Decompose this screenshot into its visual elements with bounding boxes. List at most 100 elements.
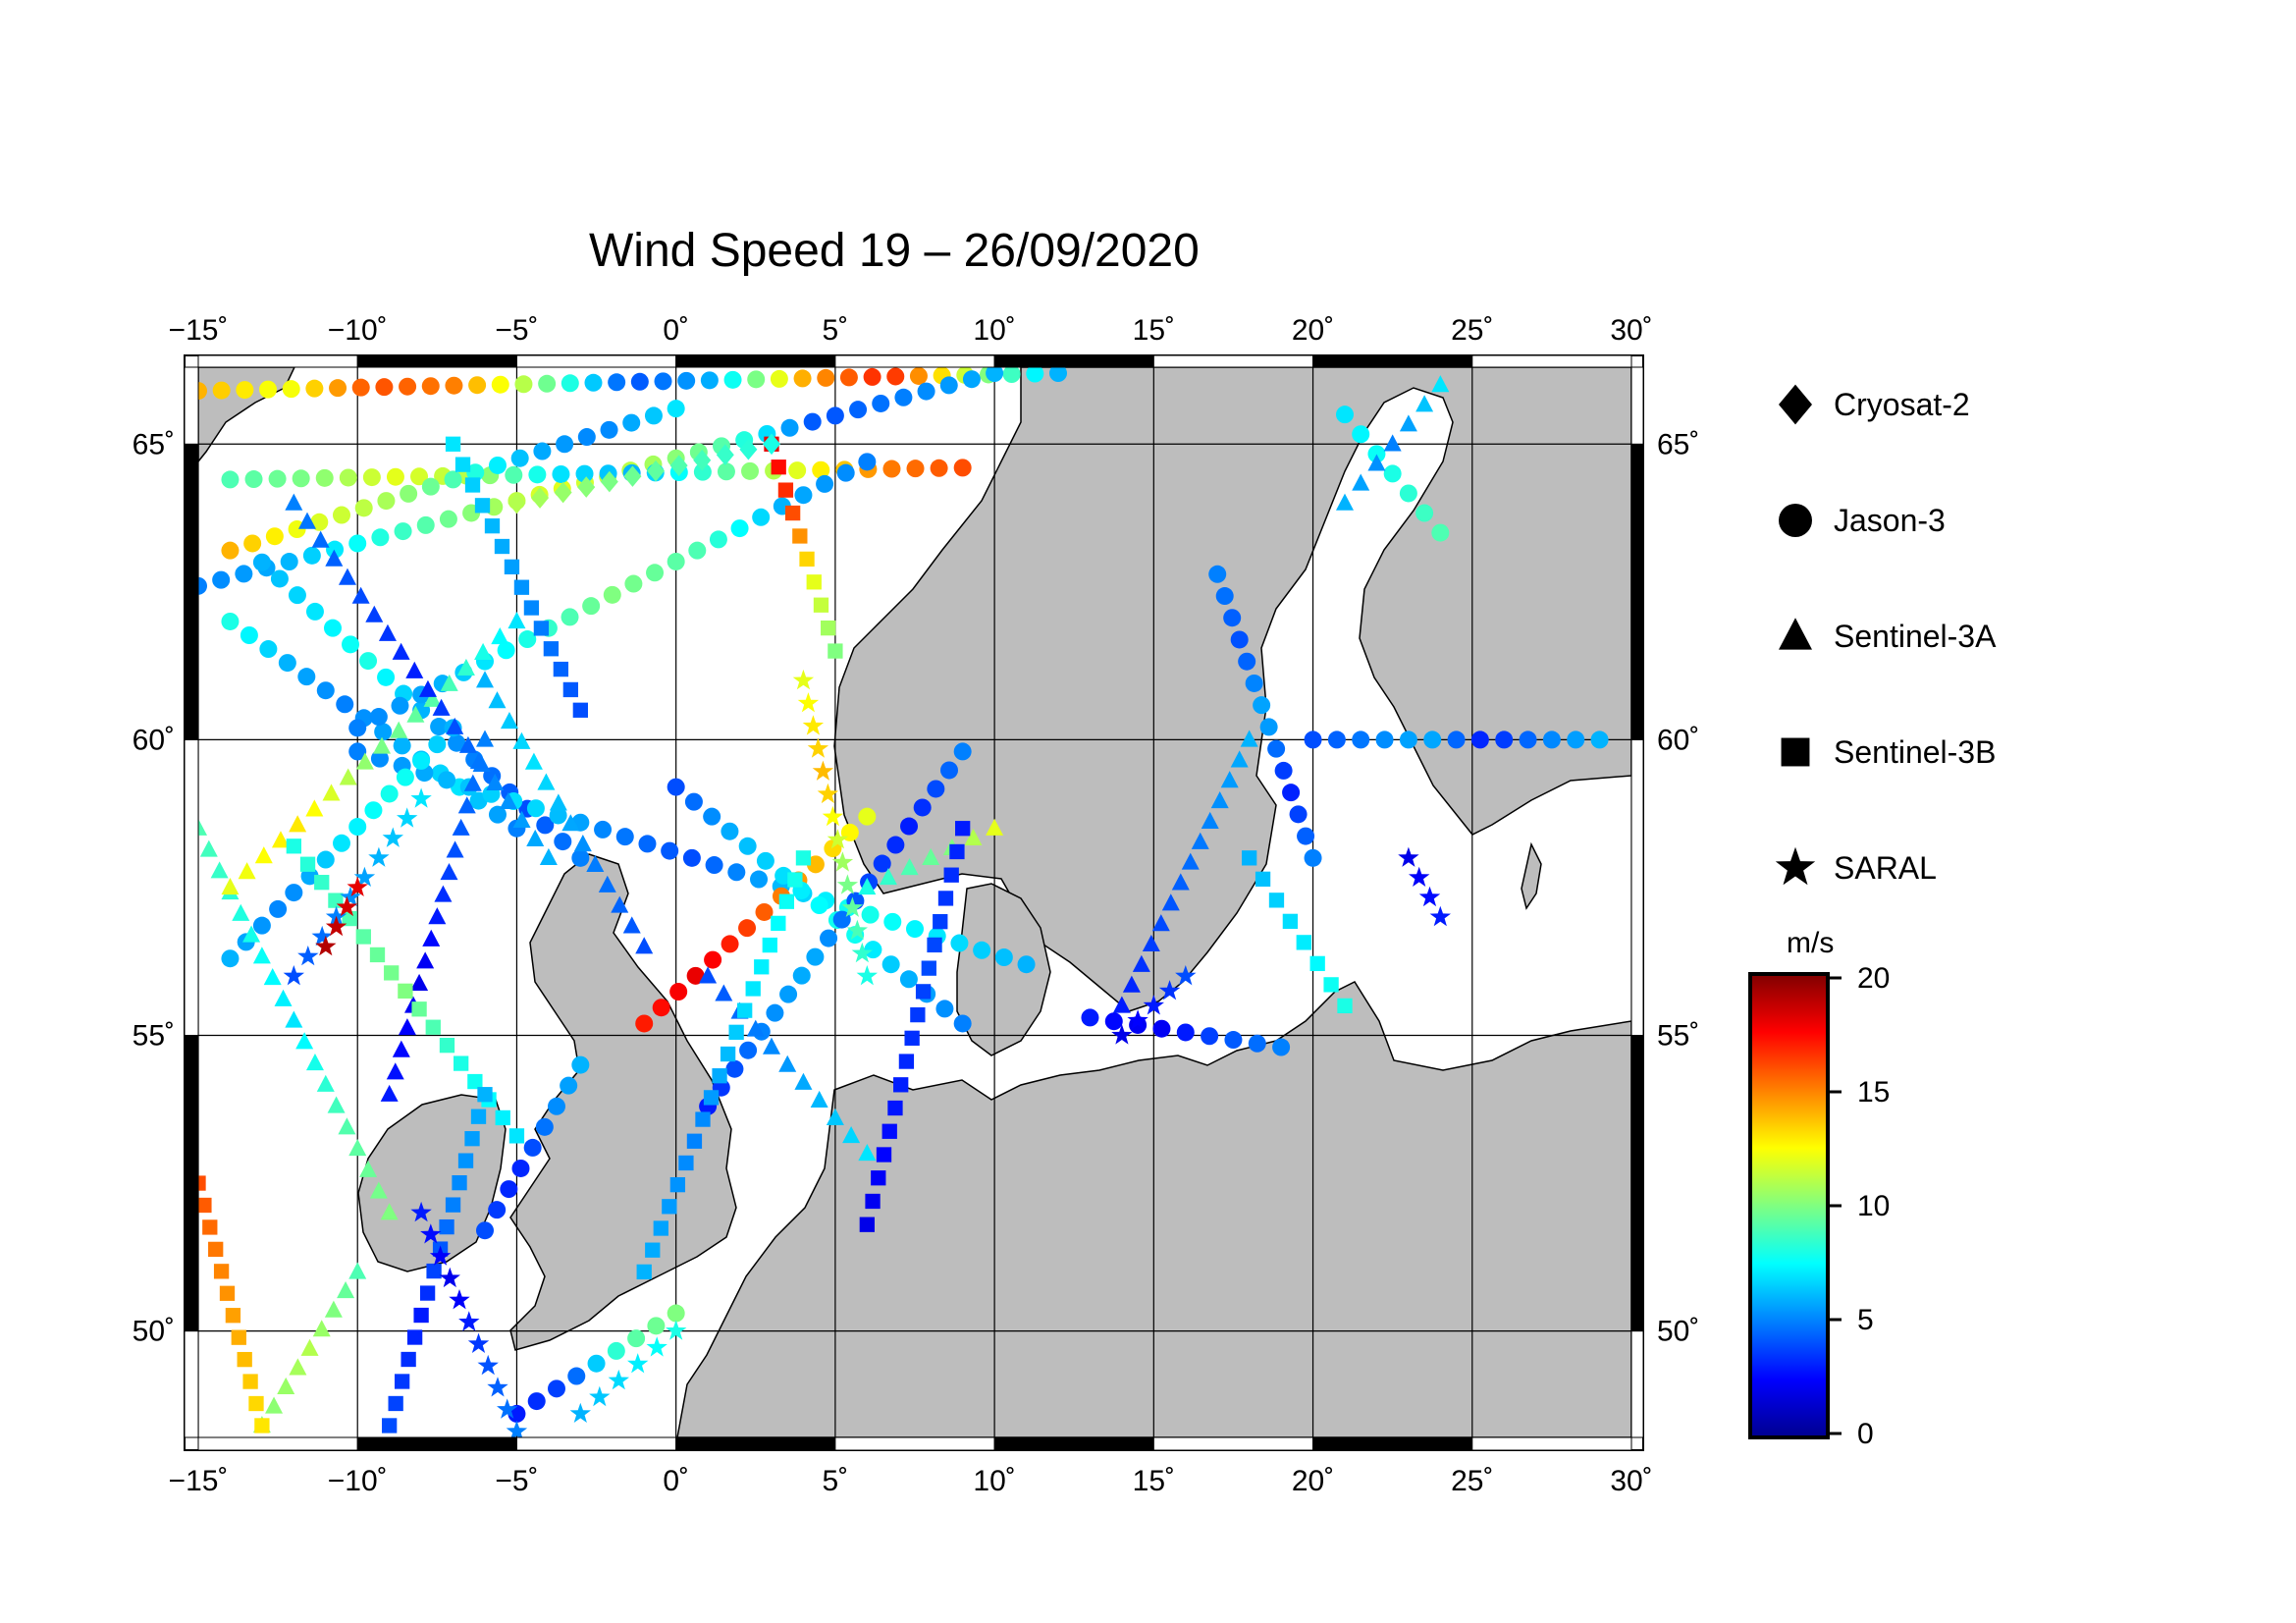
track-marker — [316, 681, 335, 700]
track-marker — [635, 937, 654, 954]
track-square — [859, 821, 971, 1232]
track-marker — [497, 641, 515, 660]
track-marker — [1337, 998, 1353, 1014]
track-marker — [467, 1073, 483, 1090]
track-marker — [812, 760, 834, 781]
track-marker — [232, 903, 250, 921]
track-marker — [368, 846, 390, 867]
track-marker — [909, 367, 928, 385]
track-marker — [252, 553, 271, 571]
track-marker — [523, 600, 540, 616]
track-marker — [1215, 587, 1234, 606]
track-marker — [518, 630, 537, 649]
track-marker — [285, 884, 303, 902]
track-marker — [730, 519, 749, 538]
track-marker — [1002, 367, 1021, 383]
track-marker — [666, 1320, 687, 1340]
track-marker — [695, 1111, 711, 1127]
track-marker — [531, 487, 550, 509]
track-marker — [1409, 866, 1430, 887]
track-marker — [807, 737, 829, 758]
border-bar-bottom — [675, 1436, 836, 1451]
track-marker — [354, 499, 373, 517]
track-marker — [669, 1176, 686, 1193]
track-marker — [434, 885, 453, 902]
lon-tick-label-bottom: 30˚ — [1610, 1465, 1652, 1497]
track-marker — [1415, 504, 1434, 522]
track-marker — [1274, 761, 1293, 780]
track-marker — [799, 551, 815, 568]
track-marker — [394, 1374, 410, 1389]
track-marker — [755, 902, 774, 921]
lon-tick-label-top: 25˚ — [1451, 314, 1493, 347]
track-marker — [244, 470, 263, 489]
track-marker — [198, 382, 207, 401]
track-marker — [212, 381, 231, 400]
colorbar-tick-label: 15 — [1857, 1076, 1890, 1109]
track-marker — [705, 856, 723, 875]
track-marker — [827, 829, 849, 849]
track-marker — [817, 783, 839, 804]
track-marker — [477, 1087, 493, 1103]
track-marker — [410, 787, 432, 808]
track-marker — [236, 381, 254, 400]
track-marker — [355, 752, 374, 770]
track-marker — [793, 369, 812, 388]
track-marker — [762, 937, 777, 953]
track-marker — [1049, 367, 1067, 383]
legend-star-icon — [1775, 846, 1816, 886]
track-marker — [688, 541, 707, 560]
track-marker — [438, 771, 456, 789]
track-marker — [265, 527, 284, 546]
border-bar-left — [184, 738, 199, 1036]
track-marker — [240, 626, 258, 645]
track-marker — [377, 492, 396, 511]
track-marker — [440, 862, 458, 881]
track-marker — [556, 435, 574, 454]
border-bar-top — [197, 354, 358, 368]
track-marker — [500, 1180, 518, 1199]
track-marker — [1542, 730, 1561, 749]
track-marker — [1224, 1031, 1243, 1050]
track-marker — [543, 641, 560, 657]
track-marker — [513, 579, 530, 595]
track-marker — [950, 934, 969, 952]
track-marker — [876, 1147, 892, 1163]
track-marker — [391, 696, 409, 715]
track-marker — [467, 1332, 490, 1353]
track-marker — [221, 878, 240, 895]
track-marker — [254, 1418, 270, 1434]
track-marker — [725, 1059, 744, 1078]
track-marker — [803, 412, 822, 431]
track-marker — [1383, 434, 1402, 452]
track-marker — [1259, 718, 1278, 736]
track-marker — [369, 708, 388, 727]
track-marker — [342, 635, 360, 654]
track-marker — [627, 1329, 646, 1348]
track-marker — [1026, 367, 1044, 383]
track-marker — [445, 376, 463, 395]
map-title: Wind Speed 19 – 26/09/2020 — [589, 225, 1200, 277]
track-marker — [430, 718, 449, 736]
track-marker — [1175, 965, 1197, 986]
track-marker — [380, 1203, 399, 1220]
track-marker — [964, 828, 983, 845]
track-marker — [386, 1062, 404, 1080]
track-marker — [508, 1128, 525, 1144]
track-marker — [476, 1221, 494, 1240]
track-marker — [456, 658, 475, 676]
track-star — [569, 1320, 687, 1423]
lon-tick-label-bottom: 20˚ — [1292, 1465, 1334, 1497]
track-marker — [1415, 395, 1434, 412]
track-marker — [486, 773, 505, 790]
track-marker — [561, 374, 579, 393]
track-marker — [881, 955, 900, 974]
track-marker — [468, 376, 487, 395]
lat-tick-label-right: 50˚ — [1657, 1316, 1699, 1348]
track-marker — [836, 874, 859, 894]
track-marker — [484, 518, 501, 534]
track-marker — [497, 1398, 518, 1419]
track-marker — [348, 818, 367, 837]
track-marker — [739, 438, 758, 460]
